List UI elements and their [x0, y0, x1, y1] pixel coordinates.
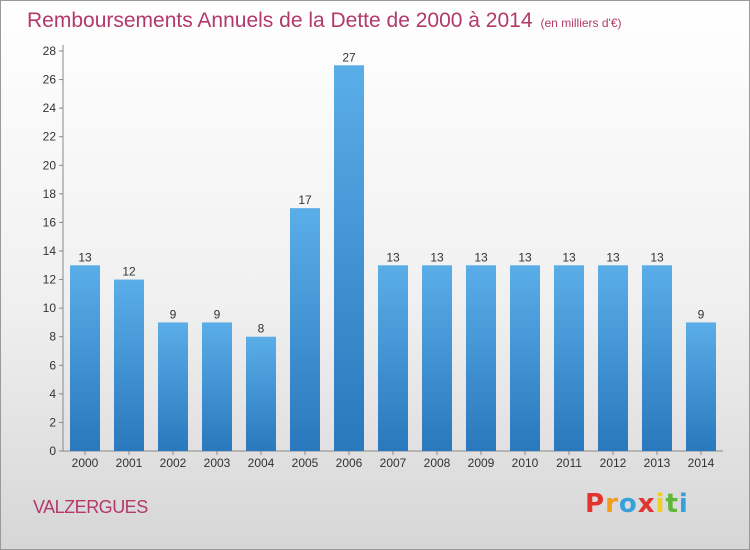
x-tick-label-2002: 2002: [160, 456, 187, 470]
x-tick-label-2008: 2008: [424, 456, 451, 470]
data-label-2012: 13: [606, 250, 620, 264]
bar-2011: [554, 265, 584, 451]
bar-2010: [510, 265, 540, 451]
x-tick-label-2013: 2013: [644, 456, 671, 470]
logo-letter: i: [678, 489, 689, 519]
logo-letter: r: [605, 489, 619, 519]
y-tick-label: 24: [43, 101, 57, 115]
x-tick-label-2010: 2010: [512, 456, 539, 470]
bar-2001: [114, 279, 144, 451]
data-label-2010: 13: [518, 250, 532, 264]
chart-labels: 2000 13 2001 12 2002 9 2003 9 2004 8 2005 17 2006 27 2…: [72, 50, 715, 470]
data-label-2005: 17: [298, 193, 312, 207]
y-tick-label: 6: [49, 358, 56, 372]
logo-letter: x: [637, 489, 656, 519]
x-tick-label-2007: 2007: [380, 456, 407, 470]
bar-2002: [158, 322, 188, 451]
x-tick-label-2014: 2014: [688, 456, 715, 470]
x-tick-label-2011: 2011: [556, 456, 582, 470]
x-tick-label-2005: 2005: [292, 456, 319, 470]
proxiti-logo[interactable]: Proxiti: [585, 489, 689, 519]
y-tick-label: 8: [49, 330, 56, 344]
data-label-2009: 13: [474, 250, 488, 264]
y-tick-label: 0: [49, 444, 56, 458]
logo-letter: t: [665, 489, 679, 519]
x-tick-label-2012: 2012: [600, 456, 627, 470]
y-tick-label: 28: [43, 44, 57, 58]
data-label-2006: 27: [342, 50, 356, 64]
y-tick-label: 22: [43, 130, 57, 144]
y-tick-label: 4: [49, 387, 56, 401]
bar-2003: [202, 322, 232, 451]
y-tick-label: 2: [49, 415, 56, 429]
x-tick-label-2009: 2009: [468, 456, 495, 470]
x-tick-label-2006: 2006: [336, 456, 363, 470]
data-label-2007: 13: [386, 250, 400, 264]
bar-2000: [70, 265, 100, 451]
x-tick-label-2000: 2000: [72, 456, 99, 470]
y-tick-label: 20: [43, 158, 57, 172]
chart-title-text: Remboursements Annuels de la Dette de 20…: [27, 9, 533, 32]
data-label-2000: 13: [78, 250, 92, 264]
town-name: VALZERGUES: [33, 497, 148, 517]
data-label-2001: 12: [122, 265, 136, 279]
y-tick-label: 18: [43, 187, 57, 201]
logo-letter: P: [585, 489, 606, 519]
bar-2009: [466, 265, 496, 451]
bar-2012: [598, 265, 628, 451]
chart-bars: [70, 65, 716, 452]
y-tick-label: 26: [43, 73, 57, 87]
x-tick-label-2004: 2004: [248, 456, 275, 470]
bar-2004: [246, 336, 276, 451]
y-tick-label: 16: [43, 215, 57, 229]
data-label-2003: 9: [214, 307, 221, 321]
data-label-2008: 13: [430, 250, 444, 264]
bar-2005: [290, 208, 320, 451]
x-tick-label-2003: 2003: [204, 456, 231, 470]
data-label-2004: 8: [258, 322, 265, 336]
bar-2014: [686, 322, 716, 451]
bar-2013: [642, 265, 672, 451]
y-tick-label: 12: [43, 273, 57, 287]
x-tick-label-2001: 2001: [116, 456, 143, 470]
bar-2007: [378, 265, 408, 451]
chart-subtitle: (en milliers d'€): [540, 16, 622, 30]
y-tick-label: 10: [43, 301, 57, 315]
y-tick-label: 14: [43, 244, 57, 258]
logo-letter: i: [655, 489, 666, 519]
logo-letter: o: [618, 489, 638, 519]
data-label-2013: 13: [650, 250, 664, 264]
bar-2006: [334, 65, 364, 452]
chart-title: Remboursements Annuels de la Dette de 20…: [27, 9, 622, 33]
data-label-2011: 13: [562, 250, 576, 264]
bar-2008: [422, 265, 452, 451]
data-label-2002: 9: [170, 307, 177, 321]
data-label-2014: 9: [698, 307, 705, 321]
